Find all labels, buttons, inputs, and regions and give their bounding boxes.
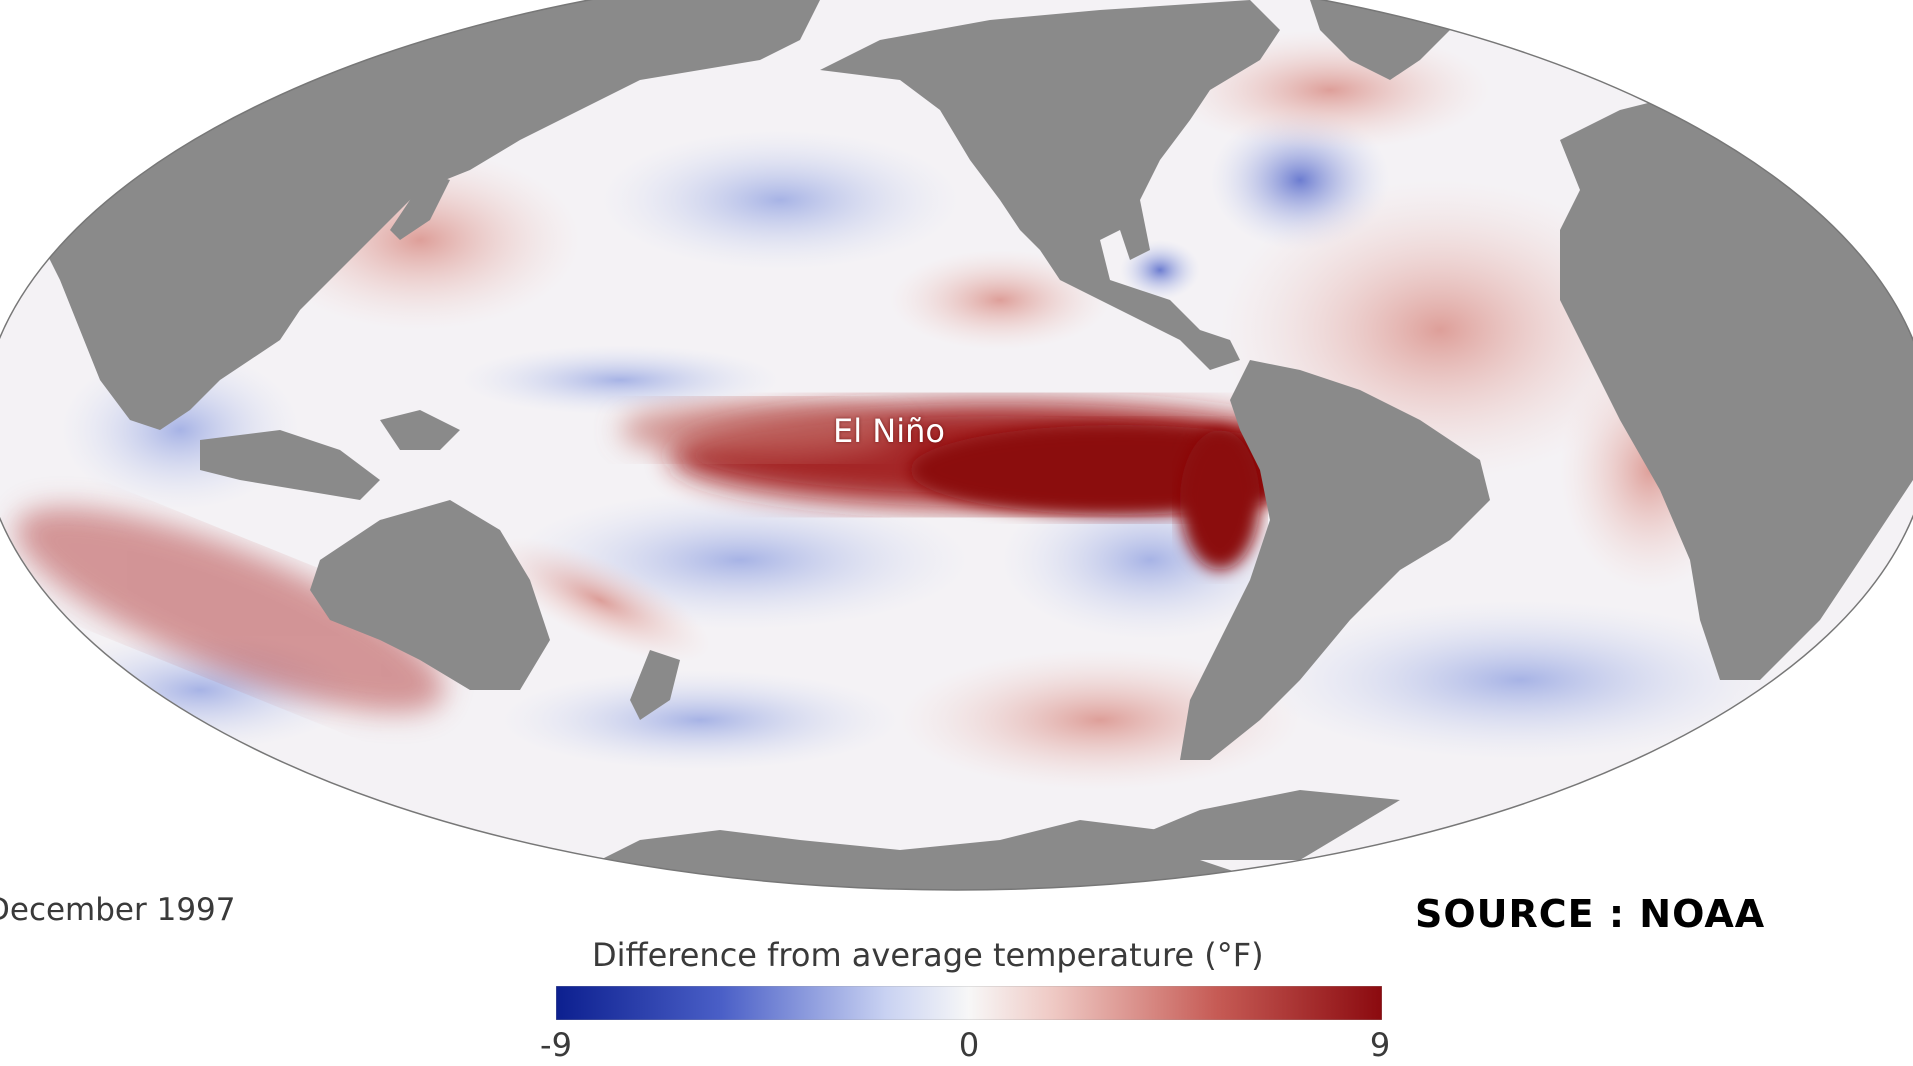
anomaly-field	[15, 30, 1780, 790]
date-label: December 1997	[0, 892, 236, 928]
japan	[390, 170, 450, 240]
tick-min: -9	[540, 1026, 572, 1064]
antarctica	[600, 820, 1300, 890]
legend-title: Difference from average temperature (°F)	[592, 936, 1264, 974]
tick-mid: 0	[958, 1026, 980, 1064]
north-america	[820, 0, 1280, 370]
source-label: SOURCE : NOAA	[1415, 892, 1766, 936]
south-america	[1180, 360, 1490, 760]
australia	[310, 500, 550, 690]
new-zealand	[630, 650, 680, 720]
colorbar	[556, 986, 1382, 1020]
maritime-asia	[200, 430, 380, 500]
tick-max: 9	[1369, 1026, 1391, 1064]
globe-outline	[0, 0, 1913, 891]
el-nino-label: El Niño	[833, 412, 945, 450]
